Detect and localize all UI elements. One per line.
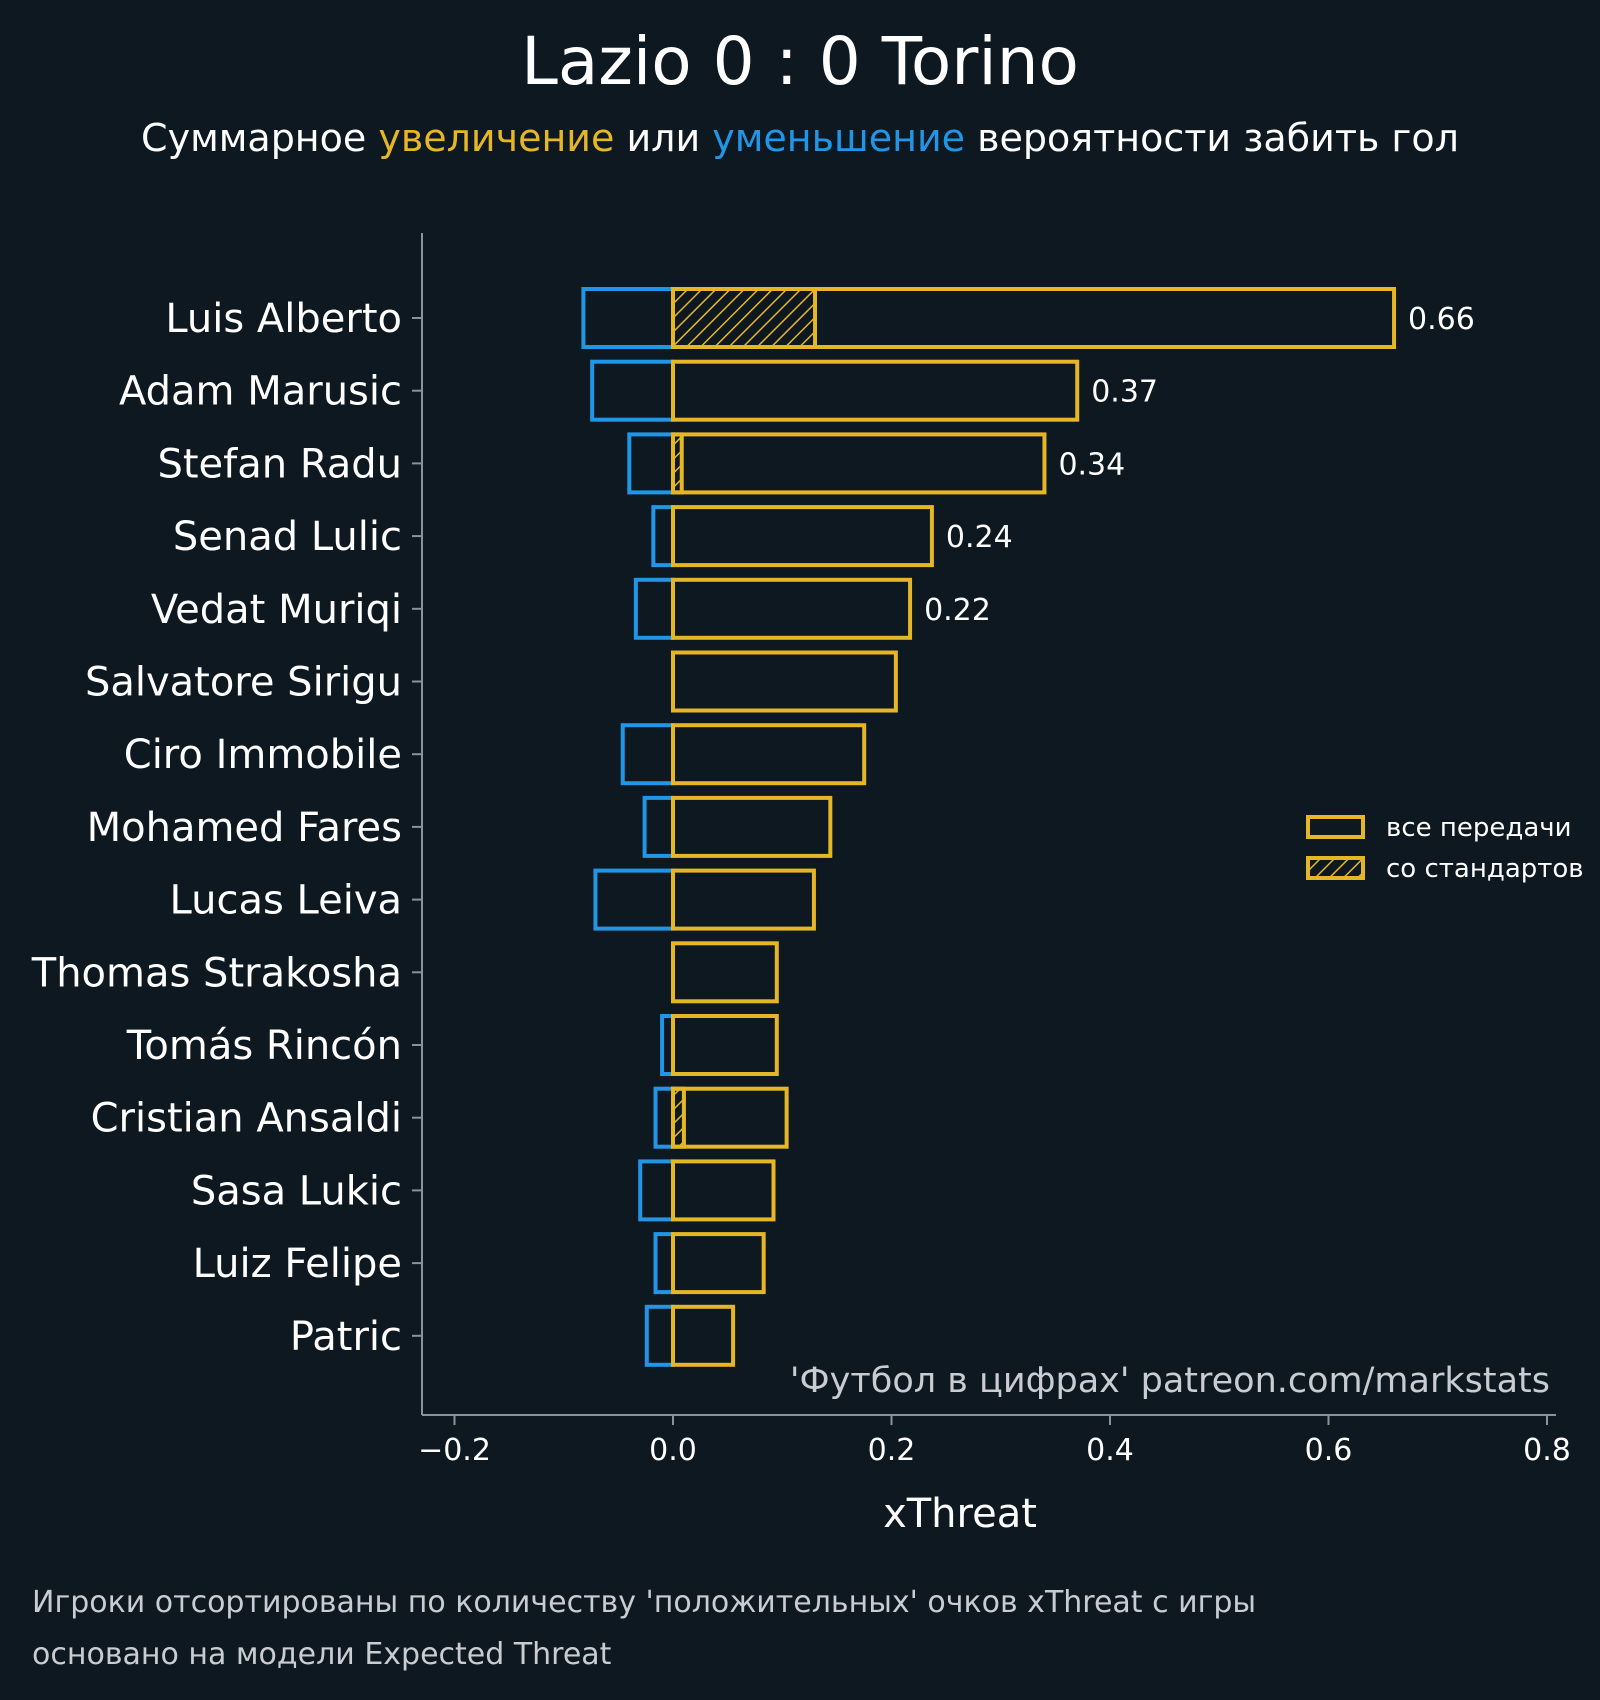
chart-subtitle: Суммарное увеличение или уменьшение веро…	[0, 114, 1600, 162]
positive-bar	[671, 1014, 779, 1076]
legend-swatch-all	[1306, 815, 1365, 839]
positive-bar	[671, 1086, 789, 1149]
negative-bar	[644, 1304, 676, 1367]
value-label: 0.24	[946, 520, 1013, 555]
negative-bar	[581, 287, 675, 349]
player-label: Thomas Strakosha	[31, 950, 402, 996]
positive-bar	[671, 359, 1080, 422]
positive-bar	[671, 650, 898, 713]
negative-bar	[653, 1232, 676, 1295]
positive-bar	[671, 723, 867, 786]
negative-bar	[638, 1159, 675, 1222]
legend-label-all: все передачи	[1386, 813, 1572, 843]
player-label: Salvatore Sirigu	[85, 660, 402, 706]
negative-bar	[620, 723, 675, 786]
chart-title: Lazio 0 : 0 Torino	[521, 23, 1079, 100]
negative-bar	[627, 432, 675, 495]
player-label: Senad Lulic	[173, 514, 402, 560]
positive-bar	[671, 1304, 736, 1367]
x-tick-label: 0.4	[1086, 1433, 1134, 1468]
player-label: Luis Alberto	[165, 296, 402, 342]
player-label: Adam Marusic	[119, 369, 402, 415]
player-label: Luiz Felipe	[193, 1241, 402, 1287]
labels: Luis Alberto 0.66 Adam Marusic 0.37 Stefan R…	[31, 296, 1550, 1401]
positive-bar	[671, 795, 833, 858]
subtitle-decrease: уменьшение	[712, 116, 966, 160]
footnote-sorting: Игроки отсортированы по количеству 'поло…	[32, 1585, 1257, 1620]
value-label: 0.66	[1408, 302, 1475, 337]
bars	[581, 287, 1397, 1367]
set-piece-bar	[671, 432, 684, 495]
subtitle-part2: или	[614, 116, 713, 160]
subtitle-part3: вероятности забить гол	[965, 116, 1459, 160]
x-tick-label: 0.0	[649, 1433, 697, 1468]
negative-bar	[653, 1086, 676, 1149]
axes: −0.2 0.0 0.2 0.4 0.6 0.8 xThreat	[412, 233, 1571, 1537]
footnote-model: основано на модели Expected Threat	[32, 1637, 612, 1672]
negative-bar	[593, 868, 675, 931]
legend-swatch-setpiece	[1306, 856, 1365, 880]
value-label: 0.34	[1058, 447, 1125, 482]
player-label: Lucas Leiva	[170, 878, 402, 924]
positive-bar	[671, 577, 913, 640]
set-piece-bar	[671, 1086, 686, 1149]
x-axis-label: xThreat	[883, 1491, 1037, 1537]
player-label: Patric	[290, 1314, 402, 1360]
legend: все передачи со стандартов	[1306, 813, 1584, 884]
set-piece-bar	[671, 287, 818, 349]
x-tick-label: −0.2	[418, 1433, 491, 1468]
positive-bar	[671, 1232, 766, 1295]
watermark: 'Футбол в цифрах' patreon.com/markstats	[790, 1361, 1550, 1401]
legend-label-setpiece: со стандартов	[1386, 854, 1584, 884]
player-label: Vedat Muriqi	[151, 587, 402, 633]
x-tick-label: 0.2	[868, 1433, 916, 1468]
value-label: 0.22	[924, 593, 991, 628]
negative-bar	[590, 359, 676, 422]
negative-bar	[651, 505, 676, 568]
player-label: Tomás Rincón	[126, 1023, 402, 1069]
x-tick-label: 0.8	[1523, 1433, 1571, 1468]
player-label: Sasa Lukic	[191, 1168, 402, 1214]
player-label: Ciro Immobile	[124, 732, 402, 778]
subtitle-part1: Суммарное	[141, 116, 379, 160]
player-label: Mohamed Fares	[87, 805, 402, 851]
player-label: Cristian Ansaldi	[91, 1096, 402, 1142]
positive-bar	[671, 941, 779, 1004]
subtitle-increase: увеличение	[378, 116, 615, 160]
positive-bar	[671, 505, 934, 568]
negative-bar	[642, 795, 675, 858]
x-tick-label: 0.6	[1305, 1433, 1353, 1468]
positive-bar	[671, 432, 1047, 495]
positive-bar	[671, 868, 816, 931]
player-label: Stefan Radu	[157, 441, 402, 487]
positive-bar	[671, 1159, 776, 1222]
value-label: 0.37	[1091, 375, 1158, 410]
negative-bar	[633, 577, 675, 640]
